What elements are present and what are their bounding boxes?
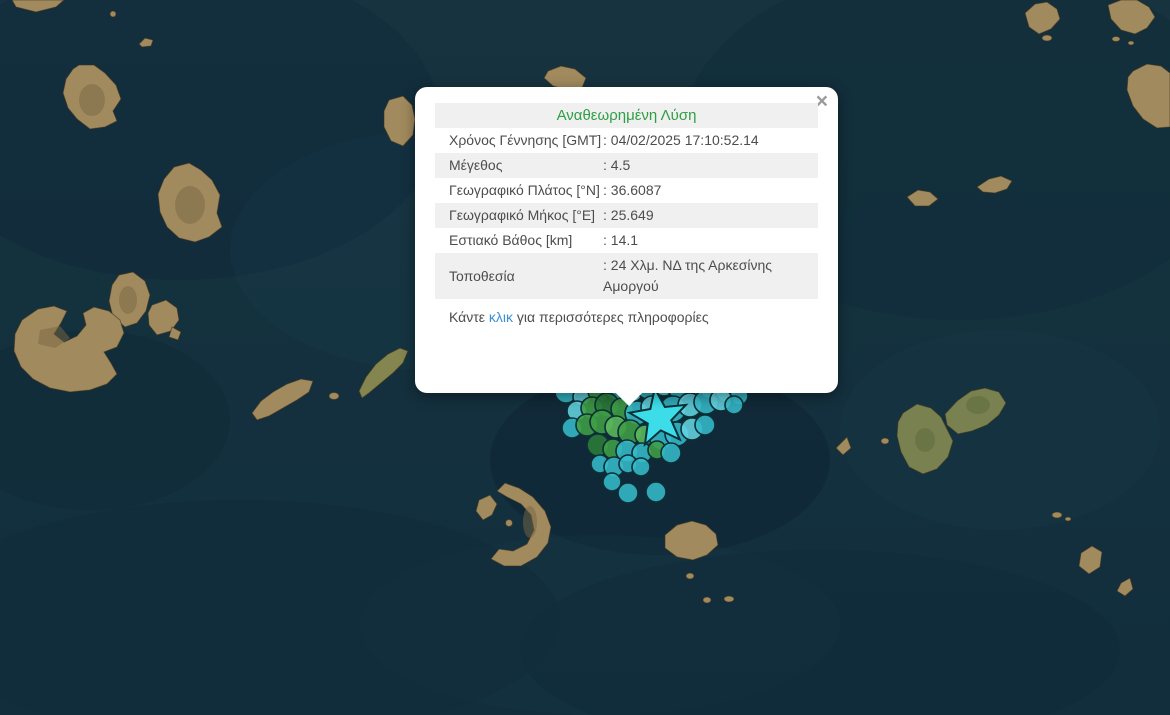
- island: [906, 189, 939, 207]
- popup-content: Αναθεωρημένη Λύση Χρόνος Γέννησης [GMT] …: [415, 87, 838, 337]
- table-row: Γεωγραφικό Μήκος [°E] : 25.649: [435, 203, 818, 228]
- earthquake-info-popup: × Αναθεωρημένη Λύση Χρόνος Γέννησης [GMT…: [415, 87, 838, 407]
- islands: [11, 0, 1170, 604]
- island: [168, 326, 182, 341]
- main-event-star-marker[interactable]: [626, 384, 691, 448]
- row-value: : 4.5: [603, 157, 631, 173]
- row-label: Μέγεθος: [449, 157, 503, 173]
- island: [475, 494, 498, 521]
- island: [383, 95, 416, 147]
- island: [358, 347, 409, 399]
- row-value: : 04/02/2025 17:10:52.14: [603, 132, 759, 148]
- island: [702, 596, 712, 604]
- row-label: Γεωγραφικό Πλάτος [°N]: [449, 182, 600, 198]
- earthquake-marker[interactable]: [645, 481, 667, 503]
- row-value: : 36.6087: [603, 182, 662, 198]
- island: [1116, 577, 1134, 597]
- island: [251, 378, 314, 421]
- island: [1064, 516, 1072, 522]
- island: [835, 436, 852, 456]
- island: [723, 595, 735, 603]
- island-shading: [38, 84, 990, 538]
- island: [1126, 63, 1170, 129]
- island: [138, 37, 154, 48]
- popup-title: Αναθεωρημένη Λύση: [435, 103, 818, 128]
- island: [1041, 34, 1053, 42]
- island: [685, 572, 695, 580]
- island: [11, 0, 65, 13]
- table-row: Γεωγραφικό Πλάτος [°N] : 36.6087: [435, 178, 818, 203]
- earthquake-marker[interactable]: [724, 395, 744, 415]
- footer-text: Κάντε: [449, 309, 489, 325]
- island: [1111, 36, 1121, 42]
- popup-footer: Κάντε κλικ για περισσότερες πληροφορίες: [435, 307, 818, 327]
- row-value: : 24 Χλμ. ΝΔ της Αρκεσίνης Αμοργού: [603, 257, 773, 294]
- close-icon[interactable]: ×: [815, 90, 828, 113]
- table-row: Μέγεθος : 4.5: [435, 153, 818, 178]
- row-value: : 25.649: [603, 207, 654, 223]
- more-info-link[interactable]: κλικ: [488, 309, 514, 325]
- footer-text: για περισσότερες πληροφορίες: [513, 309, 709, 325]
- earthquake-marker[interactable]: [602, 472, 622, 492]
- island: [976, 175, 1013, 194]
- table-row: Τοποθεσία : 24 Χλμ. ΝΔ της Αρκεσίνης Αμο…: [435, 253, 818, 299]
- row-label: Εστιακό Βάθος [km]: [449, 232, 573, 248]
- table-row: Εστιακό Βάθος [km] : 14.1: [435, 228, 818, 253]
- earthquake-marker[interactable]: [694, 414, 716, 436]
- table-row: Χρόνος Γέννησης [GMT] : 04/02/2025 17:10…: [435, 128, 818, 153]
- island: [664, 520, 719, 561]
- island: [1127, 40, 1135, 46]
- island: [1024, 1, 1061, 35]
- row-value: : 14.1: [603, 232, 639, 248]
- island: [880, 437, 890, 445]
- island: [1078, 545, 1103, 575]
- earthquake-marker[interactable]: [660, 442, 682, 464]
- island: [1107, 0, 1156, 35]
- row-label: Γεωγραφικό Μήκος [°E]: [449, 207, 596, 223]
- row-label: Τοποθεσία: [449, 267, 515, 284]
- island: [490, 482, 552, 567]
- island: [1051, 511, 1063, 519]
- earthquake-marker[interactable]: [617, 482, 639, 504]
- island: [328, 392, 340, 400]
- earthquake-marker[interactable]: [631, 457, 651, 477]
- island: [505, 519, 513, 527]
- island: [109, 10, 117, 18]
- row-label: Χρόνος Γέννησης [GMT]: [449, 132, 602, 148]
